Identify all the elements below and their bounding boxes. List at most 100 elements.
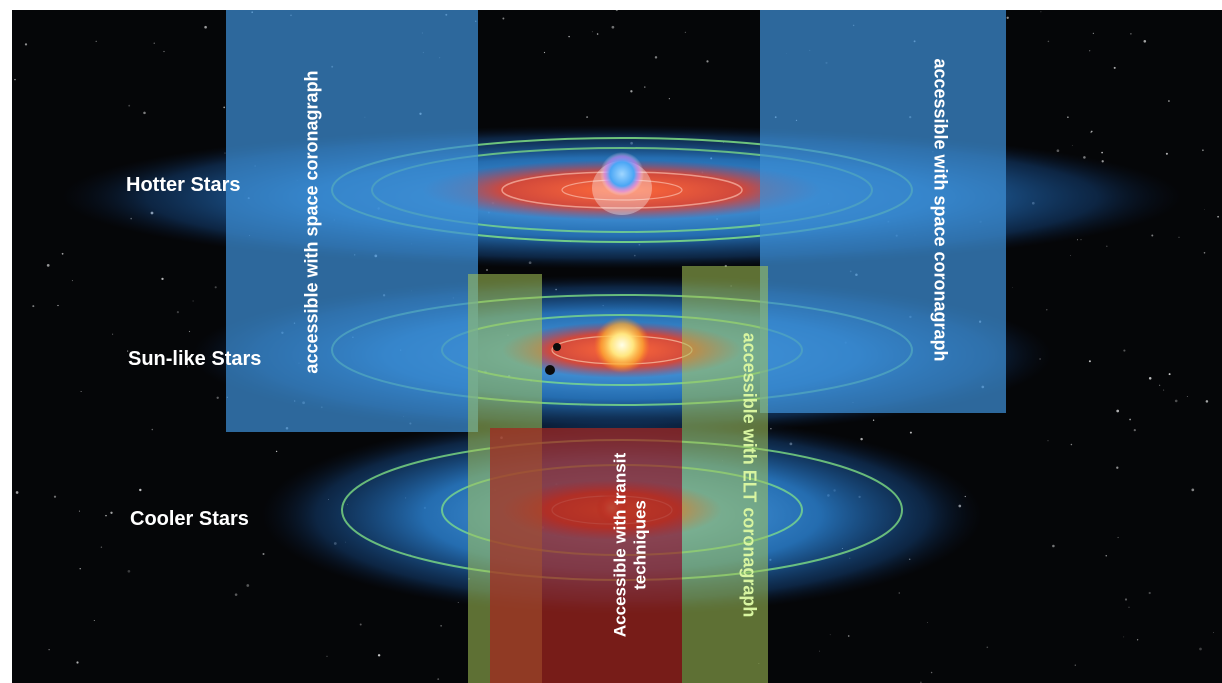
background-star (71, 280, 73, 282)
background-star (847, 635, 850, 637)
transit-label-line-2: techniques (630, 500, 649, 590)
background-star (1116, 466, 1119, 469)
background-star (161, 277, 164, 281)
background-star (143, 111, 146, 115)
background-star (440, 625, 442, 627)
background-star (1077, 239, 1079, 241)
elt-coronagraph-label: accessible with ELT coronagraph (739, 332, 760, 618)
background-star (1070, 443, 1073, 446)
background-star (1167, 100, 1170, 102)
star-row-label-cooler: Cooler Stars (130, 508, 249, 530)
background-star (1202, 149, 1204, 152)
background-star (586, 116, 589, 119)
background-star (359, 623, 362, 626)
background-star (437, 678, 440, 680)
background-star (1165, 152, 1168, 155)
background-star (1203, 252, 1206, 254)
background-star (1178, 236, 1180, 238)
background-star (204, 25, 207, 29)
background-star (1128, 606, 1130, 608)
background-star (1012, 287, 1014, 288)
background-star (1089, 50, 1091, 52)
background-star (1123, 636, 1125, 638)
background-star (1113, 66, 1116, 69)
background-star (95, 40, 97, 43)
background-star (1163, 389, 1165, 391)
habitable-zone-diagram (14, 10, 1219, 683)
background-star (1204, 209, 1206, 210)
background-star (1106, 245, 1108, 248)
background-star (1070, 255, 1071, 256)
background-star (110, 511, 113, 514)
star-row-label-sunlike: Sun-like Stars (128, 348, 262, 370)
transit-band (490, 428, 682, 683)
elt-band-right (682, 266, 768, 683)
space-coronagraph-band-left (226, 10, 478, 432)
background-star (860, 437, 863, 441)
background-star (502, 17, 505, 20)
background-star (591, 31, 593, 33)
background-star (644, 86, 646, 88)
background-star (46, 264, 50, 267)
background-star (1088, 360, 1091, 363)
background-star (53, 495, 57, 498)
background-star (1067, 116, 1069, 119)
background-star (706, 60, 709, 63)
background-star (819, 650, 820, 652)
background-star (568, 35, 570, 38)
background-star (986, 646, 989, 649)
background-star (684, 31, 687, 34)
hot-star-icon (600, 152, 644, 196)
background-star (48, 649, 50, 651)
background-star (32, 305, 35, 308)
background-star (930, 671, 933, 674)
background-star (615, 10, 618, 12)
background-star (1080, 238, 1082, 241)
space-coronagraph-band-right (760, 10, 1006, 413)
background-star (262, 553, 265, 555)
background-star (1191, 488, 1195, 492)
background-star (1074, 664, 1076, 666)
background-star (1124, 598, 1128, 601)
background-star (909, 431, 912, 434)
background-star (139, 488, 142, 492)
background-star (127, 569, 131, 573)
background-star (668, 98, 670, 100)
background-star (1046, 309, 1048, 311)
background-star (57, 304, 59, 307)
space-coronagraph-label-left: accessible with space coronagraph (301, 70, 322, 374)
background-star (105, 514, 107, 517)
background-star (1130, 33, 1132, 35)
background-star (1006, 16, 1009, 19)
background-star (1136, 639, 1139, 641)
background-star (176, 311, 179, 314)
background-star (1040, 11, 1042, 13)
background-star (1205, 400, 1209, 403)
background-star (1168, 373, 1171, 376)
background-star (1148, 377, 1152, 380)
background-star (630, 90, 633, 93)
background-star (1199, 647, 1202, 651)
background-star (1213, 632, 1215, 633)
planet-icon (553, 343, 561, 351)
star-row-label-hotter: Hotter Stars (126, 174, 241, 196)
transit-label-line-1: Accessible with transit (610, 452, 630, 638)
background-star (377, 654, 381, 657)
background-star (163, 50, 165, 53)
background-star (128, 104, 131, 107)
background-star (1047, 40, 1050, 43)
background-star (151, 428, 154, 431)
background-star (1174, 399, 1178, 403)
background-star (1217, 215, 1219, 218)
background-star (1148, 591, 1151, 595)
background-star (275, 450, 278, 453)
background-star (326, 655, 328, 657)
background-star (927, 622, 928, 623)
background-star (188, 330, 191, 333)
space-coronagraph-label-right: accessible with space coronagraph (930, 58, 951, 362)
background-star (596, 33, 599, 35)
background-star (61, 252, 64, 255)
background-star (76, 661, 79, 664)
background-star (127, 350, 129, 352)
background-star (654, 56, 658, 59)
